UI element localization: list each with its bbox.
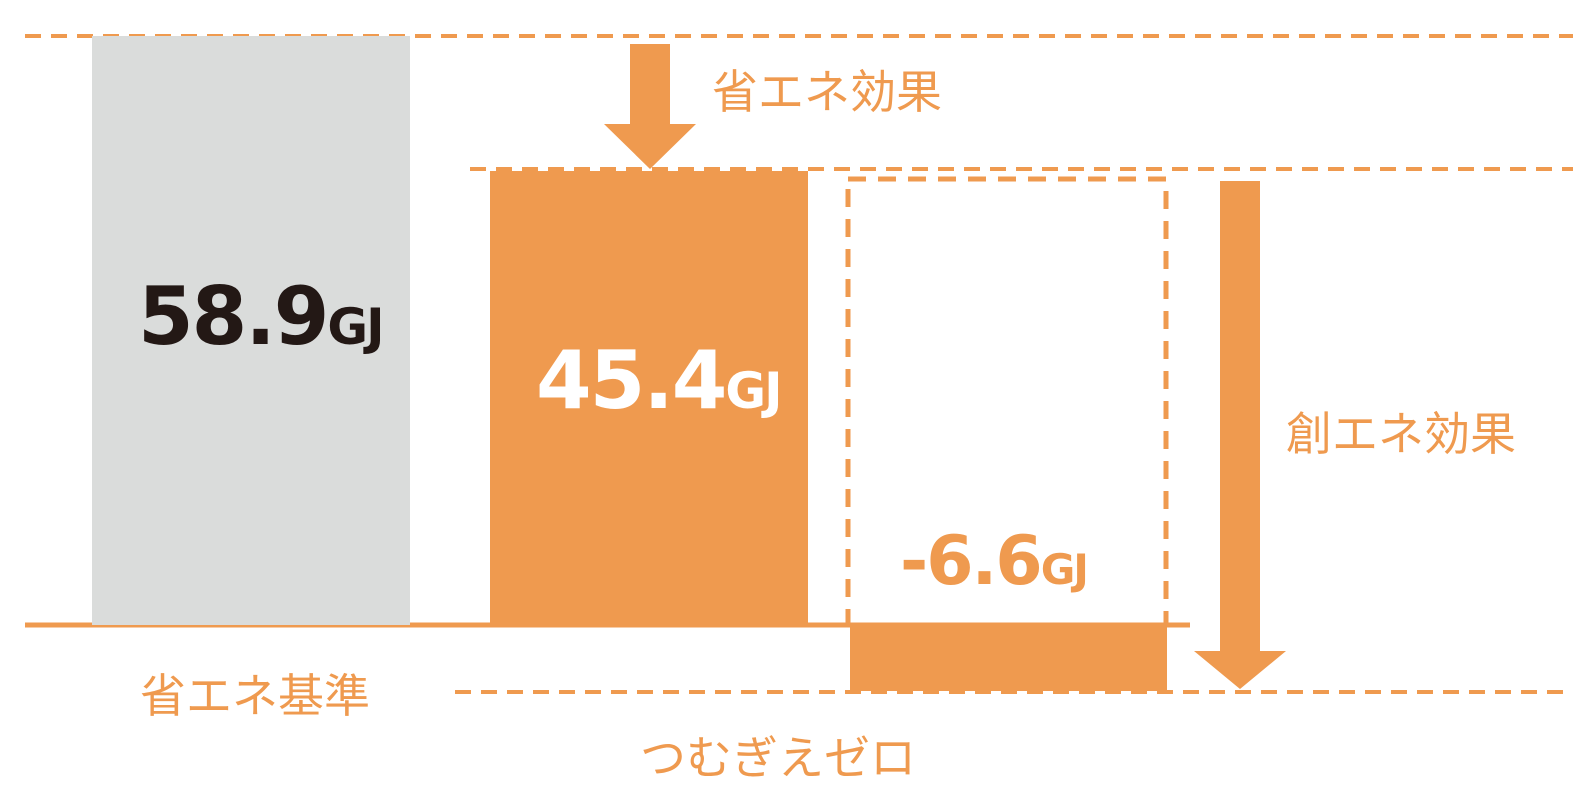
bar-net-zero (850, 625, 1167, 691)
value-label-net-zero: -6.6GJ (900, 522, 1089, 601)
category-label-net-zero: つむぎえゼロ (640, 731, 916, 785)
bar-standard (92, 36, 410, 625)
generation-effect-label: 創エネ効果 (1286, 407, 1516, 461)
value-label-standard: 58.9GJ (138, 270, 385, 363)
generation-arrow (1194, 181, 1286, 689)
bar-generation-outline (845, 176, 1169, 628)
value-label-after-saving: 45.4GJ (536, 334, 783, 427)
saving-effect-label: 省エネ効果 (712, 65, 942, 119)
category-label-standard: 省エネ基準 (140, 669, 370, 723)
bar-after-saving (490, 171, 808, 625)
saving-arrow (604, 44, 696, 169)
